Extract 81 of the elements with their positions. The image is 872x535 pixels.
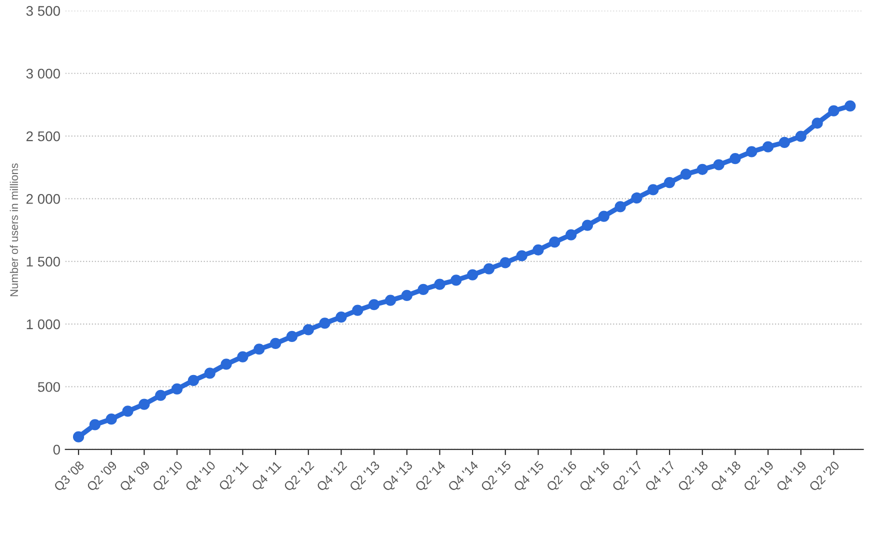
- point: [582, 220, 594, 231]
- point: [138, 398, 150, 410]
- point: [713, 159, 724, 170]
- x-tick-label: Q2 '13: [348, 460, 382, 494]
- point: [664, 176, 676, 188]
- point: [730, 153, 741, 164]
- point: [336, 311, 347, 323]
- point: [204, 368, 216, 379]
- y-tick-label: 3 500: [26, 6, 60, 16]
- x-tick-label: Q4 '14: [447, 460, 480, 494]
- point: [516, 250, 528, 262]
- x-tick-label: Q4 '13: [382, 460, 415, 494]
- point: [270, 338, 282, 350]
- y-tick-label: 2 500: [26, 131, 60, 142]
- x-tick-label: Q4 '16: [578, 460, 612, 494]
- x-tick-label: Q4 '17: [644, 460, 678, 494]
- point: [812, 118, 823, 129]
- point: [483, 263, 495, 274]
- point: [106, 414, 117, 425]
- point: [254, 344, 265, 355]
- x-tick-label: Q2 '10: [152, 460, 185, 494]
- point: [648, 184, 659, 196]
- y-tick-label: 0: [53, 444, 60, 455]
- point: [795, 130, 806, 142]
- x-tick-label: Q2 '20: [808, 460, 842, 494]
- point: [696, 164, 708, 175]
- point: [746, 146, 758, 158]
- point: [302, 324, 314, 336]
- x-tick-label: Q4 '19: [776, 460, 809, 494]
- point: [286, 330, 298, 342]
- y-axis-title: Number of users in millions: [10, 163, 18, 296]
- y-tick-label: 2 000: [26, 194, 60, 204]
- y-tick-label: 500: [38, 382, 60, 392]
- x-tick-label: Q4 '18: [710, 460, 743, 494]
- point: [614, 201, 626, 212]
- point: [598, 210, 610, 222]
- point: [450, 274, 462, 286]
- point: [155, 390, 166, 401]
- x-tick-label: Q2 '19: [742, 460, 776, 494]
- x-tick-label: Q4 '11: [251, 460, 284, 493]
- point: [565, 229, 577, 240]
- x-tick-label: Q2 '15: [480, 460, 514, 494]
- point: [188, 374, 200, 386]
- y-tick-label: 1 500: [26, 256, 60, 267]
- point: [466, 269, 478, 280]
- x-tick-label: Q4 '12: [316, 460, 349, 494]
- point: [368, 299, 380, 310]
- point: [532, 244, 544, 256]
- point: [418, 284, 429, 296]
- x-tick-label: Q4 '10: [184, 460, 218, 494]
- point: [500, 257, 511, 268]
- x-tick-label: Q2 '18: [677, 460, 710, 494]
- y-tick-label: 3 000: [26, 68, 60, 79]
- x-tick-label: Q2 '14: [414, 460, 448, 494]
- point: [384, 294, 396, 306]
- point: [122, 406, 134, 417]
- x-tick-label: Q2 '16: [546, 460, 579, 494]
- x-tick-label: Q2 '17: [612, 460, 644, 494]
- point: [680, 168, 692, 180]
- point: [762, 141, 774, 152]
- point: [220, 358, 232, 370]
- y-tick-label: 1 000: [26, 319, 60, 330]
- point: [631, 192, 642, 204]
- x-tick-label: Q2 '12: [283, 460, 316, 494]
- point: [352, 304, 364, 316]
- point: [828, 105, 840, 116]
- point: [171, 383, 183, 395]
- point: [434, 278, 446, 290]
- point: [401, 290, 412, 302]
- x-tick-label: Q2 '09: [86, 460, 120, 494]
- point: [319, 318, 330, 329]
- x-tick-label: Q2 '11: [218, 460, 250, 493]
- x-tick-label: Q4 '15: [513, 460, 546, 494]
- point: [549, 236, 560, 248]
- point: [778, 136, 790, 148]
- point: [72, 431, 84, 442]
- x-tick-label: Q4 '09: [119, 460, 152, 494]
- point: [89, 419, 101, 430]
- x-tick-label: Q3 '08: [53, 460, 86, 494]
- point: [237, 351, 248, 362]
- point: [844, 100, 856, 112]
